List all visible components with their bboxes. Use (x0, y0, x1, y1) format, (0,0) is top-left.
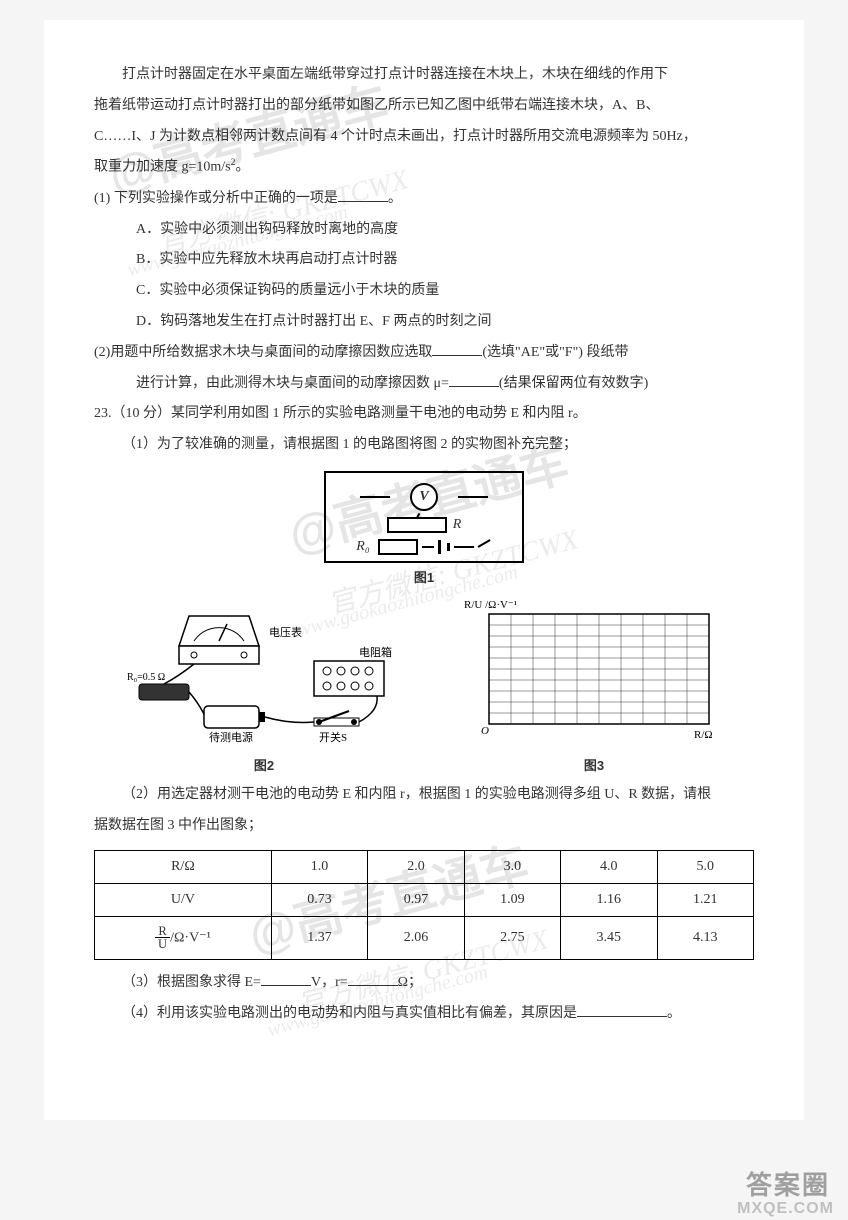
intro-p1: 打点计时器固定在水平桌面左端纸带穿过打点计时器连接在木块上，木块在细线的作用下 (94, 60, 754, 91)
td-ru-label: RU/Ω·V⁻¹ (95, 916, 272, 959)
badge-corner-2: MXQE.COM (737, 1200, 834, 1218)
blank-q2a (432, 342, 482, 356)
q1-optD: D．钩码落地发生在打点计时器打出 E、F 两点的时刻之间 (94, 307, 754, 338)
svg-text:待测电源: 待测电源 (209, 730, 253, 744)
th-0: R/Ω (95, 850, 272, 883)
r0-label: R₀ (356, 539, 369, 555)
svg-text:电压表: 电压表 (269, 625, 302, 639)
badge-corner-1: 答案圈 (746, 1165, 830, 1202)
blank-reason (577, 1003, 667, 1017)
data-table: R/Ω 1.0 2.0 3.0 4.0 5.0 U/V 0.73 0.97 1.… (94, 850, 754, 960)
td-u-1: 0.73 (271, 883, 367, 916)
q23-p3-pre: （3）根据图象求得 E= (122, 975, 261, 990)
td-ru-1: 1.37 (271, 916, 367, 959)
td-u-0: U/V (95, 883, 272, 916)
q2-l2-pre: 进行计算，由此测得木块与桌面间的动摩擦因数 μ= (136, 376, 449, 391)
blank-q1 (338, 188, 388, 202)
q2-l1-pre: (2)用题中所给数据求木块与桌面间的动摩擦因数应选取 (94, 345, 432, 360)
td-u-2: 0.97 (368, 883, 464, 916)
fig3-xaxis: R/Ω (694, 729, 713, 741)
th-4: 4.0 (561, 850, 657, 883)
th-1: 1.0 (271, 850, 367, 883)
q1-stem: (1) 下列实验操作或分析中正确的一项是 。 (94, 184, 754, 215)
q23-p3-mid2: Ω； (398, 975, 422, 990)
blank-r (348, 972, 398, 986)
q23-part1: （1）为了较准确的测量，请根据图 1 的电路图将图 2 的实物图补充完整； (94, 430, 754, 461)
td-ru-5: 4.13 (657, 916, 753, 959)
td-u-5: 1.21 (657, 883, 753, 916)
resistor-R (387, 517, 447, 533)
table-row-header: R/Ω 1.0 2.0 3.0 4.0 5.0 (95, 850, 754, 883)
td-ru-3: 2.75 (464, 916, 560, 959)
intro-p2: 拖着纸带运动打点计时器打出的部分纸带如图乙所示已知乙图中纸带右端连接木块，A、B… (94, 91, 754, 122)
q23-p4-pre: （4）利用该实验电路测出的电动势和内阻与真实值相比有偏差，其原因是 (122, 1006, 577, 1021)
document-page: @高考直通车 官方微信: GKZTCWX www.gaokaozhitongch… (44, 20, 804, 1120)
q2-l2-post: (结果保留两位有效数字) (499, 376, 648, 391)
blank-q2b (449, 373, 499, 387)
q2-line1: (2)用题中所给数据求木块与桌面间的动摩擦因数应选取 (选填"AE"或"F") 段… (94, 338, 754, 369)
q1-stem-post: 。 (388, 191, 402, 206)
q1-stem-pre: (1) 下列实验操作或分析中正确的一项是 (94, 191, 338, 206)
td-ru-4: 3.45 (561, 916, 657, 959)
q2-line2: 进行计算，由此测得木块与桌面间的动摩擦因数 μ= (结果保留两位有效数字) (94, 369, 754, 400)
svg-text:R₀=0.5 Ω: R₀=0.5 Ω (127, 672, 165, 683)
intro-p3: C……I、J 为计数点相邻两计数点间有 4 个计时点未画出，打点计时器所用交流电… (94, 122, 754, 153)
svg-text:电阻箱: 电阻箱 (359, 645, 392, 659)
intro-p4-post: 。 (236, 160, 250, 175)
q2-l1-mid: (选填"AE"或"F") 段纸带 (482, 345, 628, 360)
q23-p4-post: 。 (667, 1006, 681, 1021)
intro-p4-pre: 取重力加速度 g=10m/s (94, 160, 231, 175)
q23-stem: 23.（10 分）某同学利用如图 1 所示的实验电路测量干电池的电动势 E 和内… (94, 399, 754, 430)
fig1-label: 图1 (94, 567, 754, 586)
q23-part4: （4）利用该实验电路测出的电动势和内阻与真实值相比有偏差，其原因是 。 (94, 999, 754, 1030)
resistor-R0 (378, 539, 418, 555)
th-2: 2.0 (368, 850, 464, 883)
figure-row: 电压表 电阻箱 R₀=0.5 Ω 待测电源 (94, 596, 754, 774)
q23-part2-pre: （2）用选定器材测干电池的电动势 E 和内阻 r，根据图 1 的实验电路测得多组… (94, 780, 754, 811)
td-u-3: 1.09 (464, 883, 560, 916)
figure-2: 电压表 电阻箱 R₀=0.5 Ω 待测电源 (114, 606, 414, 774)
svg-text:O: O (481, 725, 489, 737)
figure-3: R/U /Ω·V⁻¹ O (454, 596, 734, 774)
td-ru-2: 2.06 (368, 916, 464, 959)
blank-E (261, 972, 311, 986)
q1-optB: B．实验中应先释放木块再启动打点计时器 (94, 245, 754, 276)
q23-p3-mid1: V，r= (311, 975, 348, 990)
r-label: R (453, 517, 462, 533)
table-row-ru: RU/Ω·V⁻¹ 1.37 2.06 2.75 3.45 4.13 (95, 916, 754, 959)
table-row-u: U/V 0.73 0.97 1.09 1.16 1.21 (95, 883, 754, 916)
th-5: 5.0 (657, 850, 753, 883)
intro-p4: 取重力加速度 g=10m/s2。 (94, 152, 754, 183)
fig3-label: 图3 (454, 755, 734, 774)
th-3: 3.0 (464, 850, 560, 883)
q1-optA: A．实验中必须测出钩码释放时离地的高度 (94, 215, 754, 246)
fig2-label: 图2 (114, 755, 414, 774)
q1-optC: C．实验中必须保证钩码的质量远小于木块的质量 (94, 276, 754, 307)
q23-part3: （3）根据图象求得 E= V，r= Ω； (94, 968, 754, 999)
fig3-yaxis: R/U /Ω·V⁻¹ (464, 599, 517, 611)
voltmeter-symbol: V (410, 483, 438, 511)
svg-text:开关S: 开关S (319, 730, 347, 744)
td-u-4: 1.16 (561, 883, 657, 916)
q23-part2-post: 据数据在图 3 中作出图象； (94, 811, 754, 842)
figure-1: V R R₀ 图1 (94, 471, 754, 586)
